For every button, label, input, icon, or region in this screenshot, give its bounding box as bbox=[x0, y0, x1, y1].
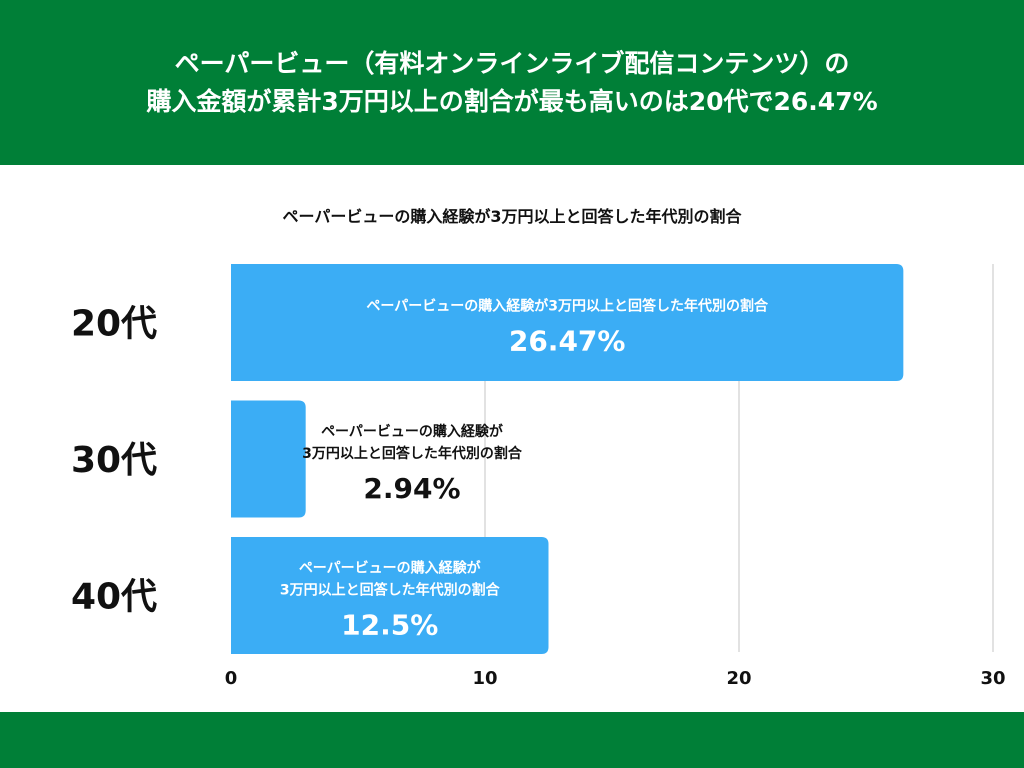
headline-line-2: 購入金額が累計3万円以上の割合が最も高いのは20代で26.47% bbox=[146, 86, 878, 116]
category-label-30代: 30代 bbox=[71, 440, 157, 481]
x-tick-label-0: 0 bbox=[225, 668, 238, 689]
bar-label-40代-line-1: ペーパービューの購入経験が bbox=[299, 560, 482, 577]
chart-title: ペーパービューの購入経験が3万円以上と回答した年代別の割合 bbox=[282, 207, 742, 226]
bar-30代 bbox=[231, 400, 306, 518]
x-tick-label-10: 10 bbox=[472, 668, 497, 689]
bar-label-30代-line-2: 3万円以上と回答した年代別の割合 bbox=[302, 445, 523, 462]
header-banner: ペーパービュー（有料オンラインライブ配信コンテンツ）の 購入金額が累計3万円以上… bbox=[0, 0, 1024, 165]
footer-band bbox=[0, 712, 1024, 768]
category-label-40代: 40代 bbox=[71, 577, 157, 618]
bar-label-30代-line-1: ペーパービューの購入経験が bbox=[321, 423, 504, 440]
headline-line-1: ペーパービュー（有料オンラインライブ配信コンテンツ）の bbox=[174, 48, 850, 78]
bar-20代 bbox=[231, 264, 904, 381]
data-label-30代: 2.94% bbox=[363, 472, 460, 505]
bar-label-20代-line-1: ペーパービューの購入経験が3万円以上と回答した年代別の割合 bbox=[366, 298, 769, 315]
x-tick-label-30: 30 bbox=[980, 668, 1005, 689]
data-label-20代: 26.47% bbox=[509, 325, 626, 358]
data-label-40代: 12.5% bbox=[341, 609, 438, 642]
x-tick-label-20: 20 bbox=[726, 668, 751, 689]
bar-label-40代-line-2: 3万円以上と回答した年代別の割合 bbox=[280, 582, 501, 599]
bar-40代 bbox=[231, 537, 549, 654]
category-label-20代: 20代 bbox=[71, 304, 157, 345]
